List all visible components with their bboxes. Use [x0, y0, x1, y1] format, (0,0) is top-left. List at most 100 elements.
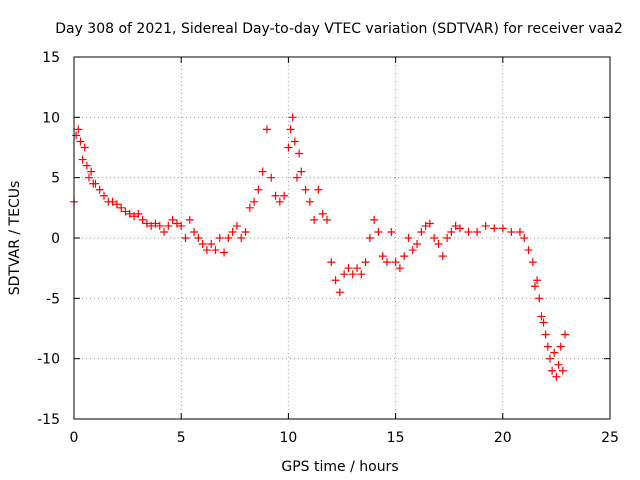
data-point	[524, 246, 533, 255]
data-point	[395, 264, 404, 273]
data-point	[215, 234, 224, 242]
data-point	[365, 234, 374, 242]
data-points	[70, 113, 569, 381]
y-tick-label: -10	[37, 352, 60, 368]
data-point	[108, 197, 117, 206]
x-tick-label: 25	[601, 430, 619, 446]
data-point	[155, 221, 164, 230]
data-point	[190, 227, 199, 236]
data-point	[543, 342, 552, 351]
x-tick-label: 20	[494, 430, 512, 446]
data-point	[95, 185, 104, 194]
data-point	[288, 113, 297, 122]
data-point	[318, 209, 327, 218]
axis-ticks: 0 5 10 15 20 25 -15 -10 -5 0 5 10 15	[37, 50, 619, 446]
data-point	[455, 224, 464, 233]
data-point	[85, 173, 94, 182]
data-point	[361, 258, 370, 267]
data-point	[177, 221, 186, 230]
data-point	[262, 125, 271, 134]
data-point	[185, 215, 194, 224]
data-point	[498, 224, 507, 233]
data-point	[421, 221, 430, 230]
data-point	[473, 227, 482, 236]
data-point	[207, 240, 216, 249]
data-point	[408, 246, 417, 255]
data-point	[348, 270, 357, 279]
data-point	[353, 264, 362, 273]
data-point	[556, 342, 565, 351]
x-tick-label: 10	[279, 430, 297, 446]
x-tick-label: 5	[177, 430, 186, 446]
data-point	[138, 215, 147, 224]
data-point	[530, 282, 539, 291]
data-point	[370, 215, 379, 224]
data-point	[541, 330, 550, 339]
data-point	[82, 161, 91, 170]
data-point	[211, 246, 220, 255]
data-point	[292, 173, 301, 182]
data-point	[76, 137, 85, 146]
data-point	[134, 209, 143, 218]
y-tick-label: 5	[51, 171, 60, 187]
chart-title: Day 308 of 2021, Sidereal Day-to-day VTE…	[55, 21, 623, 37]
data-point	[438, 252, 447, 261]
data-point	[142, 219, 151, 228]
data-point	[202, 246, 211, 255]
data-point	[295, 149, 304, 158]
data-point	[228, 227, 237, 236]
data-point	[533, 276, 542, 285]
y-tick-label: 15	[42, 50, 60, 66]
data-point	[112, 200, 121, 209]
data-point	[340, 270, 349, 279]
data-point	[267, 173, 276, 182]
data-point	[322, 215, 331, 224]
data-point	[91, 179, 100, 188]
x-tick-label: 15	[387, 430, 405, 446]
data-point	[383, 258, 392, 267]
data-point	[520, 234, 529, 242]
data-point	[554, 360, 563, 369]
data-point	[535, 294, 544, 303]
data-point	[434, 240, 443, 249]
y-tick-label: 0	[51, 231, 60, 247]
x-tick-label: 0	[70, 430, 79, 446]
x-axis-label: GPS time / hours	[281, 459, 398, 475]
data-point	[172, 219, 181, 228]
data-point	[280, 191, 289, 200]
data-point	[305, 197, 314, 206]
data-point	[552, 372, 561, 381]
data-point	[528, 258, 537, 267]
data-point	[237, 234, 246, 242]
data-point	[168, 215, 177, 224]
data-point	[271, 191, 280, 200]
data-point	[121, 207, 130, 216]
data-point	[447, 227, 456, 236]
data-point	[275, 197, 284, 206]
data-point	[550, 348, 559, 357]
data-point	[387, 227, 396, 236]
data-point	[331, 276, 340, 285]
data-point	[391, 258, 400, 267]
data-point	[147, 221, 156, 230]
data-point	[310, 215, 319, 224]
data-point	[87, 167, 96, 176]
data-point	[560, 330, 569, 339]
data-point	[286, 125, 295, 134]
data-point	[164, 221, 173, 230]
y-tick-label: -15	[37, 412, 60, 428]
data-point	[507, 227, 516, 236]
data-point	[417, 227, 426, 236]
y-tick-label: 10	[42, 110, 60, 126]
data-point	[443, 234, 452, 242]
data-point	[290, 137, 299, 146]
data-point	[80, 143, 89, 152]
data-point	[125, 209, 134, 218]
data-point	[74, 125, 83, 134]
data-point	[198, 240, 207, 249]
plot-frame	[73, 56, 611, 420]
data-point	[245, 203, 254, 212]
data-point	[327, 258, 336, 267]
data-point	[181, 234, 190, 242]
